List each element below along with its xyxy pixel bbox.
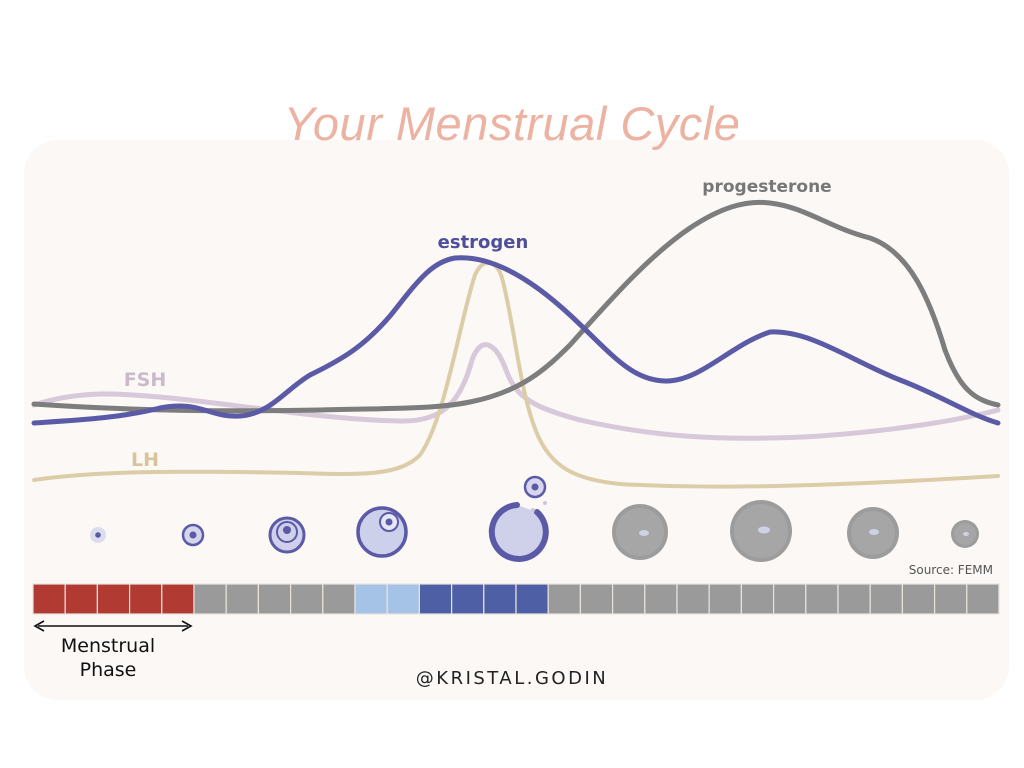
follicle-stages <box>90 475 979 562</box>
day-cell-19 <box>611 583 646 615</box>
estrogen-label: estrogen <box>438 232 529 253</box>
day-cell-1 <box>32 583 66 615</box>
day-cell-24 <box>772 583 807 615</box>
day-cell-15 <box>483 583 517 615</box>
day-cell-7 <box>225 583 259 615</box>
day-cell-30 <box>966 583 1000 615</box>
source-credit: Source: FEMM <box>908 563 993 577</box>
day-cell-21 <box>676 583 710 615</box>
day-cell-28 <box>901 583 936 615</box>
corpus-luteum-late-icon <box>847 507 899 559</box>
day-cell-16 <box>515 583 549 615</box>
day-cell-26 <box>837 583 871 615</box>
fsh-curve <box>31 342 1001 441</box>
day-cell-27 <box>869 583 904 615</box>
progesterone-label: progesterone <box>702 177 831 197</box>
cycle-day-bar <box>32 583 1000 615</box>
corpus-luteum-mid-icon <box>730 500 792 562</box>
follicle-ovulation-icon <box>488 475 549 562</box>
day-cell-23 <box>740 583 775 615</box>
day-cell-4 <box>129 583 163 615</box>
fsh-label: FSH <box>124 369 167 391</box>
author-handle: @KRISTAL.GODIN <box>415 668 609 689</box>
day-cell-9 <box>290 583 324 615</box>
day-cell-22 <box>708 583 743 615</box>
day-cell-6 <box>193 583 227 615</box>
day-cell-29 <box>933 583 968 615</box>
day-cell-3 <box>96 583 131 615</box>
page-title: Your Menstrual Cycle <box>283 97 741 150</box>
day-cell-17 <box>547 583 582 615</box>
follicle-primordial-icon <box>90 527 106 543</box>
day-cell-8 <box>257 583 292 615</box>
day-cell-14 <box>451 583 485 615</box>
lh-curve <box>32 260 1000 489</box>
day-cell-20 <box>644 583 678 615</box>
menstrual-phase-label: Menstrual Phase <box>60 635 156 681</box>
follicle-tertiary-icon <box>356 506 408 558</box>
day-cell-18 <box>579 583 614 615</box>
corpus-albicans-icon <box>951 520 979 548</box>
day-cell-13 <box>418 583 453 615</box>
follicle-primary-icon <box>181 523 205 547</box>
menstrual-phase-arrow <box>33 620 193 632</box>
day-cell-5 <box>161 583 195 615</box>
follicle-secondary-icon <box>268 516 306 554</box>
day-cell-12 <box>386 583 421 615</box>
lh-label: LH <box>131 449 159 471</box>
estrogen-curve <box>31 255 1001 426</box>
corpus-luteum-early-icon <box>612 504 668 560</box>
day-cell-11 <box>354 583 388 615</box>
day-cell-25 <box>805 583 839 615</box>
progesterone-curve <box>31 199 1001 414</box>
day-cell-10 <box>322 583 356 615</box>
day-cell-2 <box>64 583 98 615</box>
